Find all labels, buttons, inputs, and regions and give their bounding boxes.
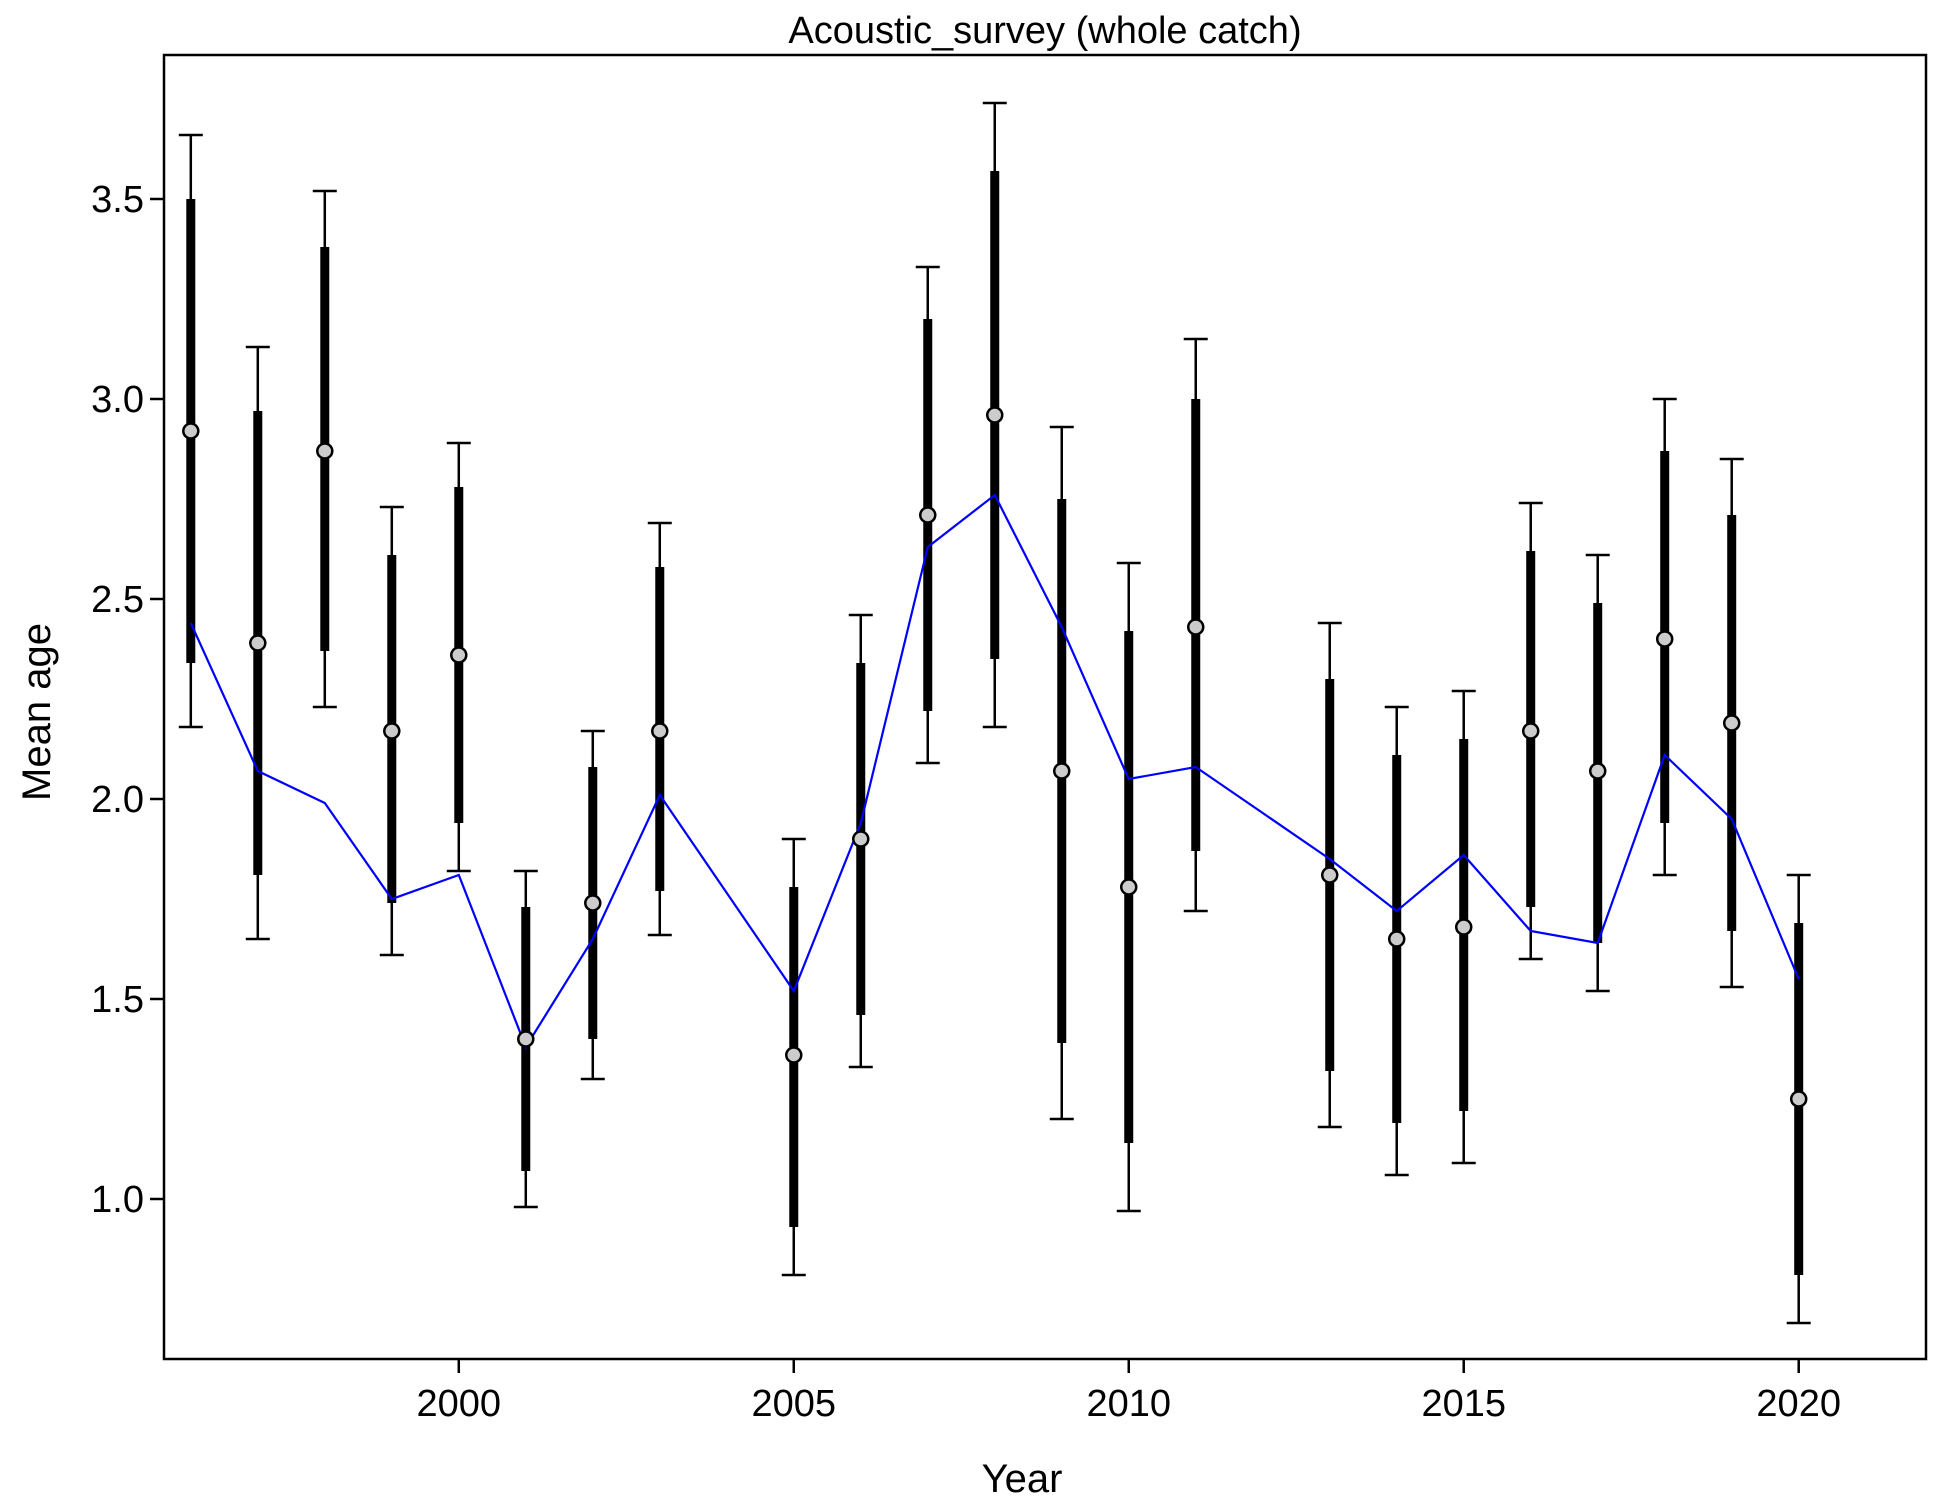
x-tick-label: 2010 (1086, 1383, 1171, 1425)
error-bars (178, 101, 1811, 1325)
observed-point (651, 722, 669, 740)
y-tick-label: 2.5 (91, 579, 144, 621)
y-tick-label: 3.5 (91, 179, 144, 221)
observed-point (1119, 878, 1138, 896)
chart-title: Acoustic_survey (whole catch) (788, 10, 1301, 52)
y-tick-label: 1.0 (91, 1179, 144, 1221)
observed-point (316, 442, 334, 460)
observed-points (182, 406, 1808, 1108)
observed-point (1454, 918, 1473, 936)
observed-point (517, 1030, 535, 1048)
plot-frame (162, 53, 1928, 1361)
x-tick-label: 2000 (417, 1383, 502, 1425)
observed-point (1320, 866, 1339, 884)
observed-point (584, 894, 602, 912)
x-tick-label: 2020 (1756, 1383, 1841, 1425)
x-axis-title: Year (982, 1457, 1063, 1500)
observed-point (986, 406, 1004, 424)
observed-point (1789, 1090, 1808, 1108)
observed-point (1722, 714, 1741, 732)
observed-point (1655, 630, 1674, 648)
y-axis: 1.0 1.5 2.0 2.5 3.0 3.5 (91, 179, 164, 1221)
x-tick-label: 2015 (1421, 1383, 1506, 1425)
expected-line (189, 493, 1800, 1050)
observed-point (852, 830, 870, 848)
y-axis-title: Mean age (15, 623, 59, 801)
y-tick-label: 2.0 (91, 779, 144, 821)
observed-point (1186, 618, 1205, 636)
y-tick-label: 1.5 (91, 979, 144, 1021)
fit-line-group (189, 493, 1800, 1050)
observed-point (249, 634, 267, 652)
observed-point (383, 722, 401, 740)
observed-point (785, 1046, 803, 1064)
observed-point (1387, 930, 1406, 948)
observed-point (1521, 722, 1540, 740)
y-tick-label: 3.0 (91, 379, 144, 421)
x-axis: 2000 2005 2010 2015 2020 (417, 1359, 1841, 1425)
observed-point (1052, 762, 1071, 780)
observed-point (450, 646, 468, 664)
observed-point (1588, 762, 1607, 780)
observed-point (919, 506, 937, 524)
x-tick-label: 2005 (751, 1383, 836, 1425)
observed-point (182, 422, 200, 440)
